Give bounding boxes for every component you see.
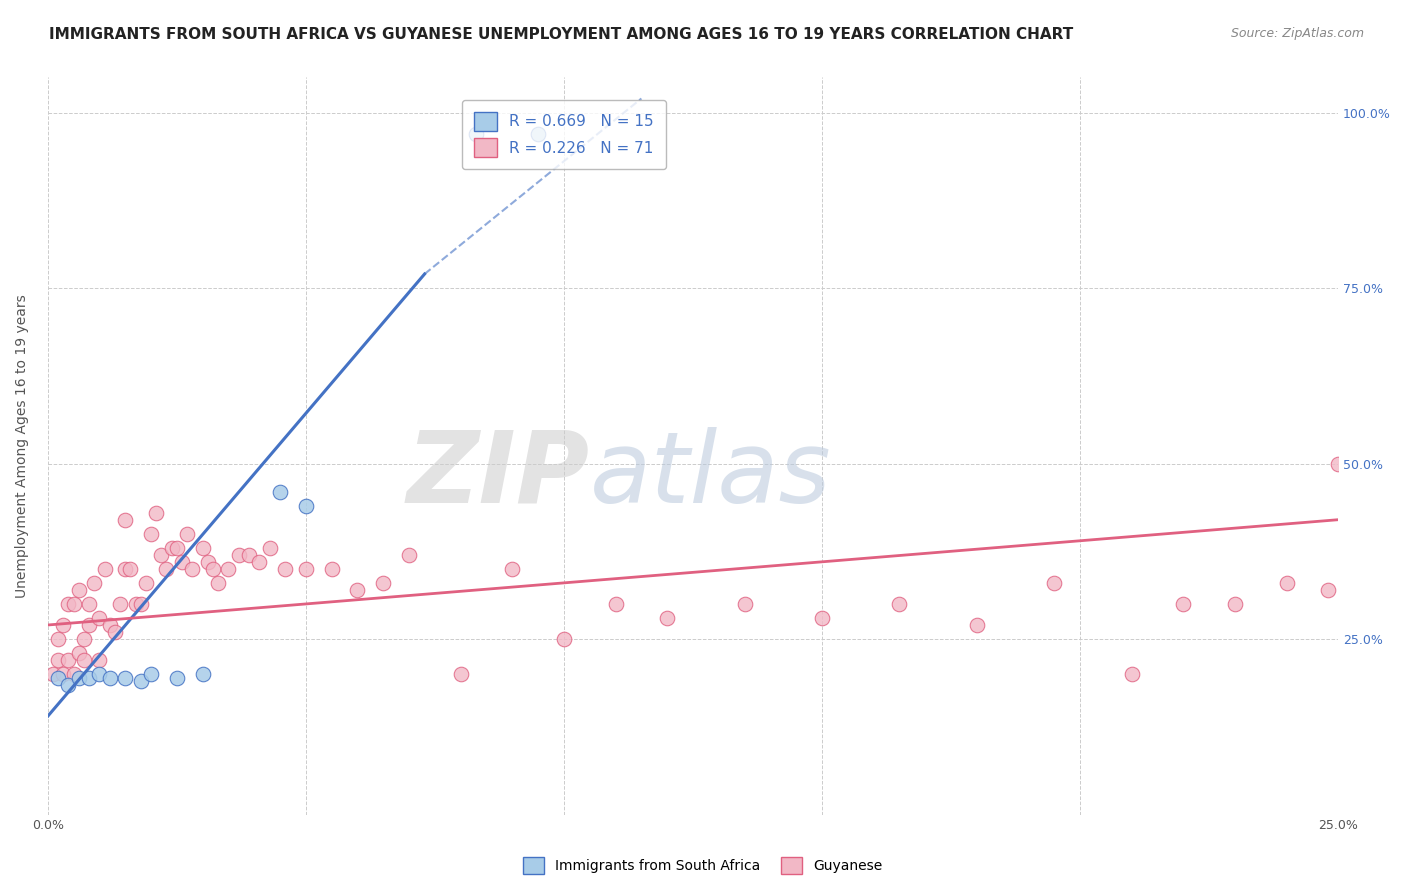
Point — [73, 632, 96, 646]
Point — [527, 127, 550, 141]
Point — [501, 562, 523, 576]
Point — [114, 671, 136, 685]
Point — [657, 611, 679, 625]
Point — [259, 541, 281, 555]
Point — [228, 548, 250, 562]
Point — [465, 127, 488, 141]
Point — [605, 597, 627, 611]
Point — [46, 653, 69, 667]
Point — [58, 653, 80, 667]
Point — [77, 618, 100, 632]
Point — [108, 597, 131, 611]
Point — [1121, 667, 1143, 681]
Point — [1353, 618, 1375, 632]
Point — [321, 562, 343, 576]
Point — [139, 526, 162, 541]
Point — [155, 562, 177, 576]
Point — [145, 506, 167, 520]
Point — [1368, 667, 1391, 681]
Point — [67, 671, 90, 685]
Point — [46, 632, 69, 646]
Point — [238, 548, 260, 562]
Point — [1327, 457, 1350, 471]
Point — [124, 597, 146, 611]
Point — [450, 667, 472, 681]
Text: Source: ZipAtlas.com: Source: ZipAtlas.com — [1230, 27, 1364, 40]
Point — [553, 632, 575, 646]
Point — [269, 484, 291, 499]
Point — [120, 562, 142, 576]
Point — [89, 611, 111, 625]
Point — [373, 575, 395, 590]
Point — [77, 671, 100, 685]
Point — [104, 625, 127, 640]
Point — [1043, 575, 1066, 590]
Point — [181, 562, 204, 576]
Point — [98, 618, 121, 632]
Point — [52, 618, 75, 632]
Point — [346, 582, 368, 597]
Point — [98, 671, 121, 685]
Point — [83, 575, 105, 590]
Text: IMMIGRANTS FROM SOUTH AFRICA VS GUYANESE UNEMPLOYMENT AMONG AGES 16 TO 19 YEARS : IMMIGRANTS FROM SOUTH AFRICA VS GUYANESE… — [49, 27, 1073, 42]
Point — [77, 597, 100, 611]
Point — [295, 499, 318, 513]
Point — [58, 678, 80, 692]
Point — [58, 597, 80, 611]
Point — [170, 555, 193, 569]
Text: atlas: atlas — [589, 427, 831, 524]
Point — [46, 671, 69, 685]
Point — [207, 575, 229, 590]
Point — [67, 646, 90, 660]
Point — [67, 582, 90, 597]
Point — [42, 667, 65, 681]
Point — [139, 667, 162, 681]
Point — [73, 653, 96, 667]
Point — [191, 667, 214, 681]
Point — [966, 618, 988, 632]
Point — [191, 541, 214, 555]
Point — [114, 562, 136, 576]
Point — [176, 526, 198, 541]
Point — [1337, 562, 1360, 576]
Point — [62, 597, 84, 611]
Point — [811, 611, 834, 625]
Point — [62, 667, 84, 681]
Legend: Immigrants from South Africa, Guyanese: Immigrants from South Africa, Guyanese — [516, 850, 890, 880]
Point — [129, 674, 152, 689]
Point — [114, 513, 136, 527]
Point — [135, 575, 157, 590]
Point — [150, 548, 173, 562]
Point — [201, 562, 224, 576]
Point — [52, 667, 75, 681]
Point — [1275, 575, 1298, 590]
Point — [217, 562, 239, 576]
Legend: R = 0.669   N = 15, R = 0.226   N = 71: R = 0.669 N = 15, R = 0.226 N = 71 — [461, 100, 666, 169]
Point — [1316, 582, 1339, 597]
Y-axis label: Unemployment Among Ages 16 to 19 years: Unemployment Among Ages 16 to 19 years — [15, 294, 30, 598]
Point — [274, 562, 297, 576]
Point — [1223, 597, 1246, 611]
Point — [166, 541, 188, 555]
Point — [247, 555, 270, 569]
Point — [197, 555, 219, 569]
Point — [295, 562, 318, 576]
Point — [734, 597, 756, 611]
Point — [1173, 597, 1195, 611]
Point — [89, 667, 111, 681]
Point — [129, 597, 152, 611]
Text: ZIP: ZIP — [406, 427, 589, 524]
Point — [166, 671, 188, 685]
Point — [398, 548, 420, 562]
Point — [89, 653, 111, 667]
Point — [93, 562, 115, 576]
Point — [160, 541, 183, 555]
Point — [889, 597, 911, 611]
